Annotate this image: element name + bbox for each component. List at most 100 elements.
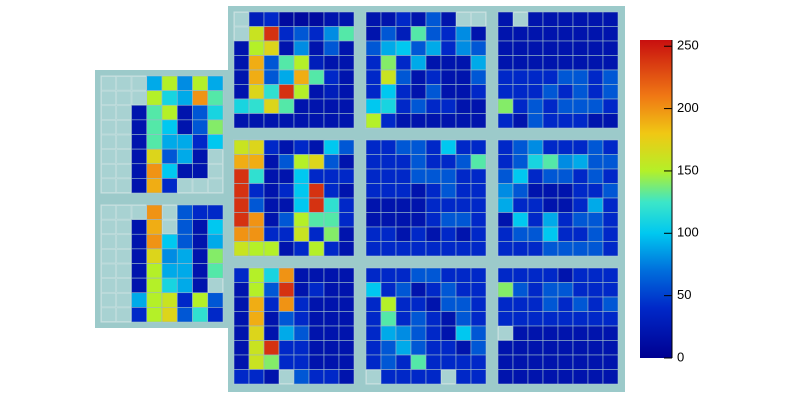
cell: [380, 226, 397, 242]
cell: [512, 183, 529, 199]
cell: [248, 154, 265, 170]
cell: [207, 263, 224, 279]
cell: [278, 183, 295, 199]
cell: [425, 98, 442, 114]
cell: [602, 296, 619, 312]
cell: [470, 241, 487, 257]
cell: [410, 354, 427, 370]
cell: [365, 311, 382, 327]
cell: [293, 282, 310, 298]
cell: [395, 26, 412, 42]
cell: [455, 267, 472, 283]
cell: [263, 325, 280, 341]
cell: [161, 119, 178, 135]
cell: [587, 311, 604, 327]
cell: [587, 325, 604, 341]
cell: [131, 263, 148, 279]
cell: [233, 325, 250, 341]
cell: [440, 296, 457, 312]
cell: [176, 292, 193, 308]
cell: [161, 307, 178, 323]
cell: [308, 267, 325, 283]
cell: [323, 226, 340, 242]
cell: [161, 277, 178, 294]
cell: [542, 113, 559, 129]
cell: [542, 40, 559, 56]
cell: [278, 113, 295, 129]
cell: [380, 282, 397, 298]
cell: [248, 40, 265, 56]
empty-cell: [116, 249, 132, 264]
cell: [323, 267, 340, 283]
cell: [248, 296, 265, 312]
cell: [395, 226, 412, 242]
cell: [192, 292, 209, 308]
cell: [455, 212, 472, 228]
cell: [146, 90, 163, 106]
empty-cell: [207, 178, 223, 193]
cell: [365, 11, 382, 27]
cell: [323, 354, 340, 370]
cell: [278, 40, 295, 56]
cell: [278, 139, 295, 155]
cell: [161, 248, 178, 264]
cell: [248, 139, 265, 155]
empty-cell: [234, 12, 249, 27]
cell: [470, 98, 487, 114]
cell: [338, 40, 355, 56]
cell: [527, 40, 544, 56]
empty-cell: [234, 26, 249, 41]
cell: [293, 84, 310, 100]
cell: [323, 168, 340, 184]
cell: [455, 98, 472, 114]
cell: [440, 40, 457, 56]
cell: [425, 212, 442, 228]
empty-cell: [101, 307, 117, 322]
cell: [410, 139, 427, 155]
z-tick-label: 0: [677, 349, 684, 364]
cell: [440, 226, 457, 242]
cell: [512, 241, 529, 257]
cell: [380, 212, 397, 228]
cell: [557, 113, 574, 129]
cell: [293, 98, 310, 114]
cell: [308, 241, 325, 257]
cell: [293, 26, 310, 42]
empty-cell: [116, 263, 132, 278]
cell: [512, 311, 529, 327]
cell: [497, 40, 514, 56]
cell: [365, 69, 382, 85]
cell: [365, 84, 382, 100]
empty-cell: [207, 163, 223, 179]
cell: [455, 55, 472, 71]
cell: [338, 55, 355, 71]
cell: [557, 168, 574, 184]
cell: [557, 212, 574, 228]
cell: [278, 226, 295, 242]
cell: [338, 212, 355, 228]
cell: [380, 84, 397, 100]
cell: [455, 197, 472, 213]
cell: [470, 226, 487, 242]
cell: [527, 168, 544, 184]
cell: [557, 296, 574, 312]
cell: [455, 241, 472, 257]
cell: [602, 369, 619, 385]
empty-cell: [162, 205, 178, 220]
cell: [338, 311, 355, 327]
cell: [557, 139, 574, 155]
cell: [527, 197, 544, 213]
cell: [308, 212, 325, 228]
cell: [207, 90, 224, 106]
z-tick-label: 150: [677, 162, 699, 177]
cell: [365, 282, 382, 298]
cell: [542, 226, 559, 242]
cell: [161, 233, 178, 250]
cell: [440, 11, 457, 27]
cell: [542, 267, 559, 283]
cell: [470, 168, 487, 184]
cell: [557, 98, 574, 114]
cell: [146, 292, 163, 308]
cell: [572, 139, 589, 155]
